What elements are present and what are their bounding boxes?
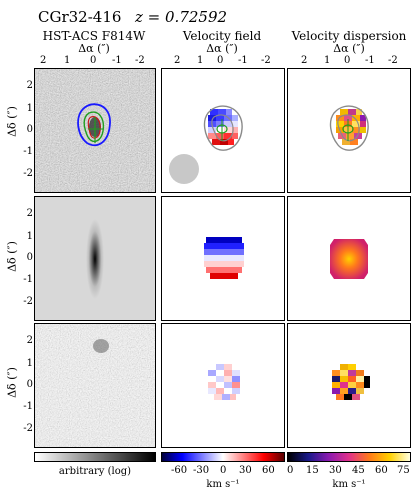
velocity-map-observed — [169, 105, 243, 184]
colorbar-velocity — [161, 452, 285, 462]
velocity-map-model — [204, 237, 244, 279]
ytick: -2 — [23, 423, 33, 434]
xtick: 2 — [40, 55, 47, 66]
dispersion-map-observed — [329, 105, 369, 151]
col-title-velocity: Velocity field — [182, 29, 262, 43]
xtick: 0 — [344, 55, 351, 66]
xtick: -1 — [112, 55, 122, 66]
xticks-hst: 2 1 0 -1 -2 — [34, 55, 154, 67]
hst-residual-image — [35, 324, 155, 447]
xtick: 2 — [174, 55, 181, 66]
ytick: 0 — [26, 252, 33, 263]
ylabel-row2: Δδ (″) — [5, 241, 19, 272]
ytick: 2 — [26, 80, 33, 91]
xtick: -2 — [261, 55, 271, 66]
contour-green — [83, 111, 105, 142]
ytick: 1 — [26, 103, 33, 114]
xticks-dispersion: 2 1 0 -1 -2 — [287, 55, 411, 67]
xtick: 0 — [217, 55, 224, 66]
ytick: 2 — [26, 208, 33, 219]
cb-tick: 75 — [397, 465, 410, 476]
cb-tick: -60 — [171, 465, 188, 476]
ytick: -1 — [23, 274, 33, 285]
ytick: 2 — [26, 335, 33, 346]
panel-dispersion-observed — [287, 68, 411, 193]
panel-hst-model — [34, 196, 156, 321]
xtick: 1 — [64, 55, 71, 66]
panel-hst-observed — [34, 68, 156, 193]
xtick: 0 — [90, 55, 97, 66]
xtick: 1 — [197, 55, 204, 66]
dispersion-map-model — [330, 239, 368, 279]
cb-tick: -30 — [193, 465, 210, 476]
ytick: -1 — [23, 401, 33, 412]
xtick: 1 — [324, 55, 331, 66]
panel-dispersion-model — [287, 196, 411, 321]
contour-blue — [77, 103, 111, 147]
ytick: -1 — [23, 146, 33, 157]
cb-tick: 0 — [287, 465, 294, 476]
ytick: -2 — [23, 296, 33, 307]
ytick: 1 — [26, 358, 33, 369]
cb-tick: 15 — [306, 465, 319, 476]
hst-model-image — [35, 197, 155, 320]
xlabel-hst: Δα (″) — [78, 42, 110, 55]
panel-velocity-model — [161, 196, 285, 321]
xticks-velocity: 2 1 0 -1 -2 — [160, 55, 284, 67]
colorbar-image-label: arbitrary (log) — [58, 466, 132, 477]
cb-tick: 30 — [239, 465, 252, 476]
yticks-row2: 2 1 0 -1 -2 — [19, 196, 33, 322]
xtick: -2 — [388, 55, 398, 66]
panel-dispersion-residual — [287, 323, 411, 448]
xtick: 2 — [301, 55, 308, 66]
colorbar-image — [34, 452, 156, 462]
ylabel-row1: Δδ (″) — [5, 106, 19, 137]
yticks-row3: 2 1 0 -1 -2 — [19, 323, 33, 449]
xtick: -1 — [365, 55, 375, 66]
cb-tick: 60 — [262, 465, 275, 476]
xlabel-dispersion: Δα (″) — [333, 42, 365, 55]
ytick: 0 — [26, 379, 33, 390]
ytick: 0 — [26, 124, 33, 135]
panel-velocity-residual — [161, 323, 285, 448]
xtick: -2 — [135, 55, 145, 66]
redshift-label: z = 0.72592 — [135, 8, 228, 26]
ytick: 1 — [26, 231, 33, 242]
psf-circle — [169, 154, 199, 184]
panel-hst-residual — [34, 323, 156, 448]
ytick: -2 — [23, 168, 33, 179]
dispersion-map-residual — [332, 364, 370, 400]
panel-velocity-observed — [161, 68, 285, 193]
col-title-dispersion: Velocity dispersion — [291, 29, 407, 43]
colorbar-velocity-ticks: -60 -30 0 30 60 — [161, 465, 285, 477]
cb-tick: 30 — [329, 465, 342, 476]
xtick: -1 — [238, 55, 248, 66]
cb-tick: 45 — [352, 465, 365, 476]
colorbar-dispersion-unit: km s⁻¹ — [332, 479, 366, 490]
ylabel-row3: Δδ (″) — [5, 367, 19, 398]
xlabel-velocity: Δα (″) — [206, 42, 238, 55]
col-title-hst: HST-ACS F814W — [42, 29, 146, 43]
colorbar-dispersion — [287, 452, 411, 462]
cb-tick: 60 — [375, 465, 388, 476]
object-name: CGr32-416 — [38, 8, 122, 26]
yticks-row1: 2 1 0 -1 -2 — [19, 68, 33, 194]
cb-tick: 0 — [220, 465, 227, 476]
hst-noise-image — [35, 69, 155, 192]
velocity-map-residual — [208, 364, 240, 400]
colorbar-velocity-unit: km s⁻¹ — [206, 479, 240, 490]
colorbar-dispersion-ticks: 0 15 30 45 60 75 — [287, 465, 411, 477]
